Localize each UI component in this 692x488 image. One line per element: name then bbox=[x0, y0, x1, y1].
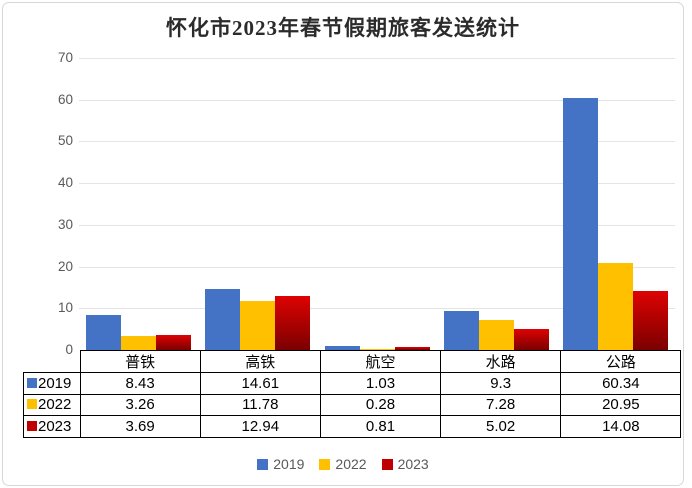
table-value-2022-公路: 20.95 bbox=[560, 393, 682, 416]
gridline-y70 bbox=[79, 58, 675, 59]
ytick-label-20: 20 bbox=[57, 258, 73, 274]
ytick-label-60: 60 bbox=[57, 91, 73, 107]
legend-label: 2023 bbox=[397, 456, 429, 472]
table-row-2019: 2019 8.43 14.61 1.03 9.3 60.34 bbox=[23, 372, 682, 395]
bar-2019-水路 bbox=[443, 311, 479, 350]
table-category-header-1: 高铁 bbox=[199, 350, 321, 373]
table-value-2023-普铁: 3.69 bbox=[79, 415, 201, 438]
bar-2022-公路 bbox=[597, 262, 633, 350]
ytick-label-10: 10 bbox=[57, 300, 73, 316]
table-value-2022-航空: 0.28 bbox=[319, 393, 442, 416]
table-value-2023-公路: 14.08 bbox=[560, 415, 682, 438]
bar-2023-普铁 bbox=[156, 334, 192, 350]
chart-title: 怀化市2023年春节假期旅客发送统计 bbox=[166, 16, 520, 40]
bar-2019-高铁 bbox=[205, 289, 241, 350]
legend-item-2019: 2019 bbox=[257, 456, 304, 472]
bar-2022-航空 bbox=[359, 348, 395, 350]
bar-2022-普铁 bbox=[121, 336, 157, 350]
table-value-2023-水路: 5.02 bbox=[440, 415, 562, 438]
ytick-label-50: 50 bbox=[57, 133, 73, 149]
table-value-2019-航空: 1.03 bbox=[319, 372, 442, 395]
table-value-2023-航空: 0.81 bbox=[319, 415, 442, 438]
table-row-2022: 2022 3.26 11.78 0.28 7.28 20.95 bbox=[23, 393, 682, 416]
ytick-label-30: 30 bbox=[57, 216, 73, 232]
legend-swatch-icon bbox=[257, 458, 269, 470]
table-value-2019-高铁: 14.61 bbox=[199, 372, 321, 395]
series-swatch-icon bbox=[27, 420, 37, 431]
table-value-2022-高铁: 11.78 bbox=[199, 393, 321, 416]
bar-2023-高铁 bbox=[275, 296, 311, 350]
table-value-2023-高铁: 12.94 bbox=[199, 415, 321, 438]
table-corner-cell bbox=[24, 351, 81, 373]
table-row-2023: 2023 3.69 12.94 0.81 5.02 14.08 bbox=[23, 415, 682, 438]
gridline-y50 bbox=[79, 141, 675, 143]
chart-card: 怀化市2023年春节假期旅客发送统计 0 10 20 30 40 50 60 70 普铁 高铁航… bbox=[2, 2, 684, 486]
bar-2023-公路 bbox=[632, 291, 668, 350]
series-swatch-icon bbox=[27, 399, 37, 410]
ytick-label-70: 70 bbox=[57, 50, 73, 65]
table-value-2022-水路: 7.28 bbox=[440, 393, 562, 416]
bar-2019-航空 bbox=[324, 345, 360, 350]
table-category-header-3: 水路 bbox=[440, 350, 562, 373]
table-value-2019-普铁: 8.43 bbox=[79, 372, 201, 395]
legend-item-2023: 2023 bbox=[381, 456, 429, 472]
table-category-header-2: 航空 bbox=[319, 350, 442, 373]
table-value-2019-公路: 60.34 bbox=[560, 372, 682, 395]
gridline-y40 bbox=[79, 183, 675, 185]
ytick-label-40: 40 bbox=[57, 175, 73, 191]
gridline-y10 bbox=[79, 308, 675, 310]
bar-2023-航空 bbox=[394, 346, 430, 350]
table-row-label-2022: 2022 bbox=[23, 393, 81, 416]
table-row-label-2019: 2019 bbox=[23, 372, 81, 395]
legend-item-2022: 2022 bbox=[319, 456, 367, 472]
table-value-2022-普铁: 3.26 bbox=[79, 393, 201, 416]
data-table: 普铁 高铁 航空 水路 公路 2019 8.43 14.61 1.03 9.3 60.34 2022 3… bbox=[23, 350, 682, 438]
table-category-header-0: 普铁 bbox=[79, 350, 201, 373]
bar-2019-普铁 bbox=[86, 314, 122, 350]
bar-2022-水路 bbox=[478, 319, 514, 350]
ytick-label-0: 0 bbox=[65, 342, 73, 357]
table-header-row: 普铁 高铁 航空 水路 公路 bbox=[24, 350, 682, 373]
table-row-label-2023: 2023 bbox=[23, 415, 81, 438]
gridline-y60 bbox=[79, 99, 675, 101]
table-value-2019-水路: 9.3 bbox=[440, 372, 562, 395]
bar-2019-公路 bbox=[562, 98, 598, 350]
gridline-y30 bbox=[79, 224, 675, 226]
legend-label: 2022 bbox=[335, 456, 367, 472]
series-swatch-icon bbox=[27, 377, 37, 388]
legend-label: 2019 bbox=[273, 456, 305, 472]
table-category-header-4: 公路 bbox=[560, 350, 682, 373]
gridline-y20 bbox=[79, 266, 675, 268]
bar-2022-高铁 bbox=[240, 300, 276, 350]
legend: 2019 2022 2023 bbox=[3, 456, 683, 472]
bar-2023-水路 bbox=[513, 329, 549, 350]
legend-swatch-icon bbox=[381, 458, 393, 470]
legend-swatch-icon bbox=[319, 458, 331, 470]
